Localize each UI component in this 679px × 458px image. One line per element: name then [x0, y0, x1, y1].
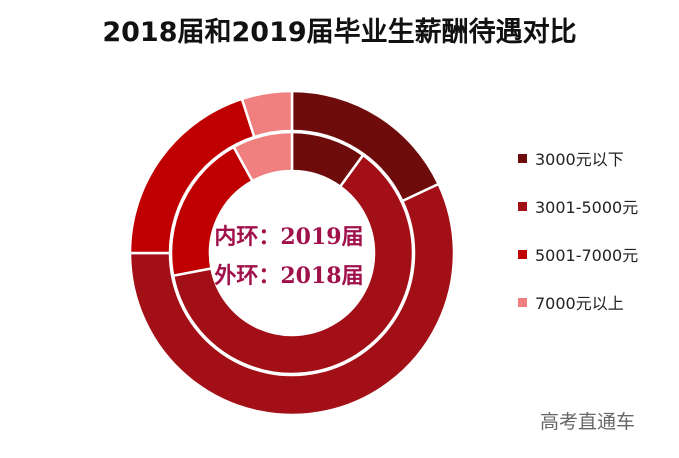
watermark-text: 高考直通车 — [540, 411, 636, 433]
legend-item: 3001-5000元 — [518, 194, 638, 218]
legend-swatch — [518, 249, 527, 259]
inner-ring-annotation: 内环：2019届 — [214, 224, 363, 250]
legend-label: 3001-5000元 — [535, 198, 639, 217]
inner-ring-2019 — [169, 130, 415, 376]
chart-title: 2018届和2019届毕业生薪酬待遇对比 — [102, 17, 577, 48]
legend-label: 3000元以下 — [535, 150, 624, 169]
legend-swatch — [518, 153, 527, 163]
inner-slice-4 — [232, 130, 294, 183]
legend-item: 7000元以上 — [518, 290, 638, 314]
inner-slice-2 — [171, 153, 415, 376]
legend-item: 5001-7000元 — [518, 242, 638, 266]
outer-ring-annotation: 外环：2018届 — [214, 263, 363, 289]
legend-swatch — [518, 201, 527, 211]
legend-label: 5001-7000元 — [535, 246, 639, 265]
legend-item: 3000元以下 — [518, 146, 638, 170]
legend-label: 7000元以上 — [535, 294, 624, 313]
legend: 3000元以下 3001-5000元 5001-7000元 7000元以上 — [518, 146, 638, 338]
legend-swatch — [518, 297, 527, 307]
